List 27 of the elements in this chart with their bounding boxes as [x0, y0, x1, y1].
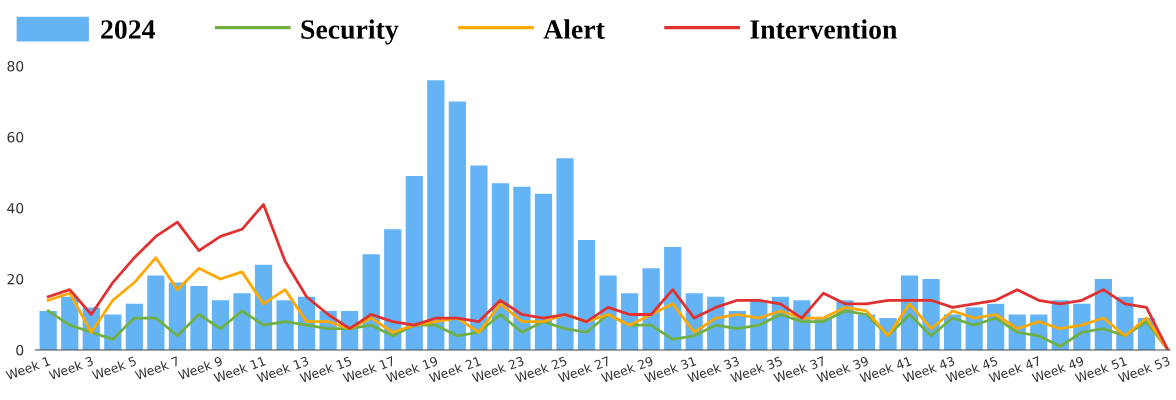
bar [534, 193, 553, 350]
y-tick-label: 80 [7, 60, 24, 72]
legend-label: Intervention [750, 19, 898, 39]
bar [448, 101, 466, 350]
legend-label: Alert [543, 19, 605, 39]
bar [491, 183, 510, 350]
line-series [46, 203, 1170, 350]
bar [147, 275, 165, 350]
bar [577, 239, 596, 350]
bar [211, 300, 230, 350]
bar [190, 286, 208, 350]
bar [39, 310, 57, 350]
bar [384, 229, 402, 350]
bar [427, 80, 445, 350]
bar [513, 186, 531, 350]
y-tick-label: 20 [7, 273, 24, 285]
bar [470, 165, 488, 350]
bar [405, 176, 423, 350]
y-tick-label: 0 [16, 344, 24, 356]
y-tick-label: 40 [7, 202, 24, 214]
bar [276, 300, 294, 350]
legend-label: 2024 [101, 20, 156, 39]
bar [556, 158, 574, 350]
bar [233, 293, 251, 350]
legend-label: Security [301, 19, 399, 45]
bar [125, 303, 143, 350]
y-tick-label: 60 [7, 131, 24, 143]
